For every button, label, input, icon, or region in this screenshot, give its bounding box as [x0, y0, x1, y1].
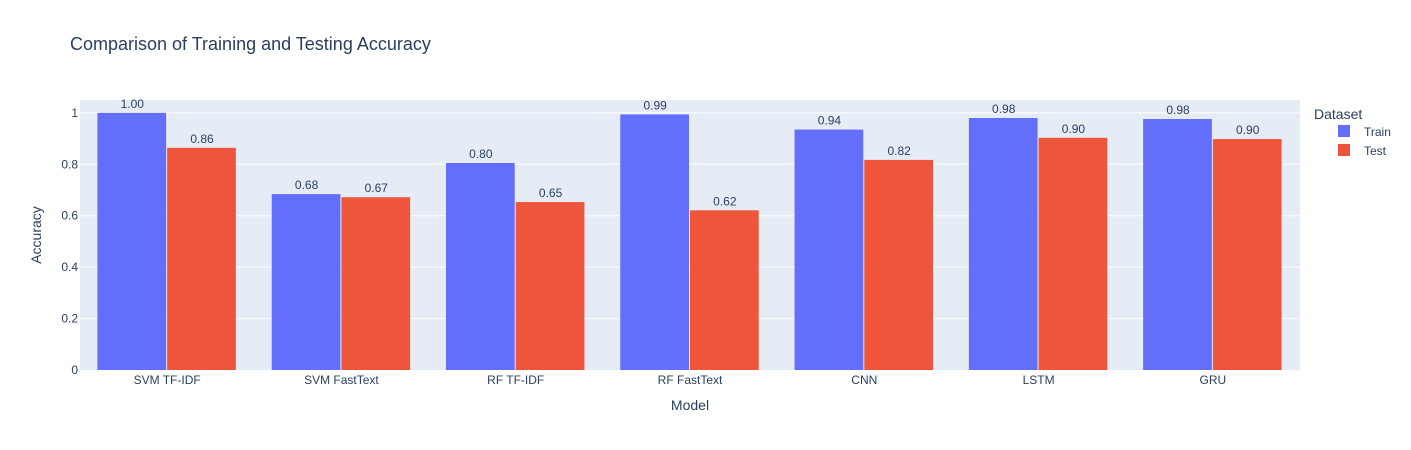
bar-test	[167, 147, 236, 370]
bar-value-label: 0.80	[469, 147, 493, 161]
x-axis-title: Model	[671, 397, 709, 413]
y-tick-label: 1	[71, 106, 78, 120]
bar-train	[271, 194, 341, 370]
bar-value-label: 0.99	[643, 98, 667, 112]
bar-test	[341, 197, 411, 370]
x-tick-label: RF TF-IDF	[487, 373, 544, 387]
legend-swatch	[1338, 125, 1350, 137]
bar-train	[97, 112, 167, 370]
legend: Dataset Train Test	[1314, 106, 1391, 158]
x-tick-label: RF FastText	[658, 373, 723, 387]
bar-test	[864, 159, 933, 370]
bar-value-label: 1.00	[121, 97, 145, 111]
bar-train	[794, 129, 864, 370]
x-tick-label: GRU	[1200, 373, 1227, 387]
bar-test	[1038, 137, 1108, 370]
x-tick-label: SVM FastText	[304, 373, 379, 387]
bar-value-label: 0.94	[818, 114, 842, 128]
y-tick-label: 0.6	[61, 209, 78, 223]
bars: 1.00 0.86 0.68 0.67 0.80 0.65 0.99 0.62 0.94 0.82…	[97, 97, 1282, 371]
bar-train	[446, 163, 515, 370]
y-tick-label: 0.8	[61, 157, 78, 171]
bar-value-label: 0.90	[1236, 123, 1260, 137]
y-tick-label: 0.2	[61, 312, 78, 326]
legend-swatch	[1338, 144, 1350, 156]
bar-value-label: 0.82	[887, 144, 911, 158]
x-tick-label: CNN	[851, 373, 877, 387]
bar-value-label: 0.98	[992, 102, 1016, 116]
bar-train	[1143, 119, 1212, 371]
bar-value-label: 0.68	[295, 178, 319, 192]
legend-label: Test	[1364, 144, 1387, 158]
y-tick-label: 0.4	[61, 260, 78, 274]
axis-ticks: 0 0.2 0.4 0.6 0.8 1 SVM TF-IDF SVM FastText RF T…	[61, 106, 1226, 387]
y-tick-label: 0	[71, 363, 78, 377]
y-axis-title: Accuracy	[28, 206, 44, 264]
chart-title: Comparison of Training and Testing Accur…	[70, 34, 431, 54]
legend-title: Dataset	[1314, 106, 1362, 122]
bar-test	[690, 210, 759, 370]
bar-train	[620, 114, 689, 371]
bar-value-label: 0.98	[1166, 103, 1190, 117]
bar-train	[968, 118, 1038, 370]
bar-test	[515, 202, 585, 370]
legend-label: Train	[1364, 125, 1391, 139]
x-tick-label: SVM TF-IDF	[134, 373, 201, 387]
bar-value-label: 0.65	[539, 186, 563, 200]
x-tick-label: LSTM	[1023, 373, 1055, 387]
bar-value-label: 0.90	[1062, 122, 1086, 136]
bar-test	[1212, 139, 1282, 370]
bar-value-label: 0.86	[190, 132, 214, 146]
bar-value-label: 0.62	[713, 194, 737, 208]
bar-value-label: 0.67	[365, 181, 389, 195]
